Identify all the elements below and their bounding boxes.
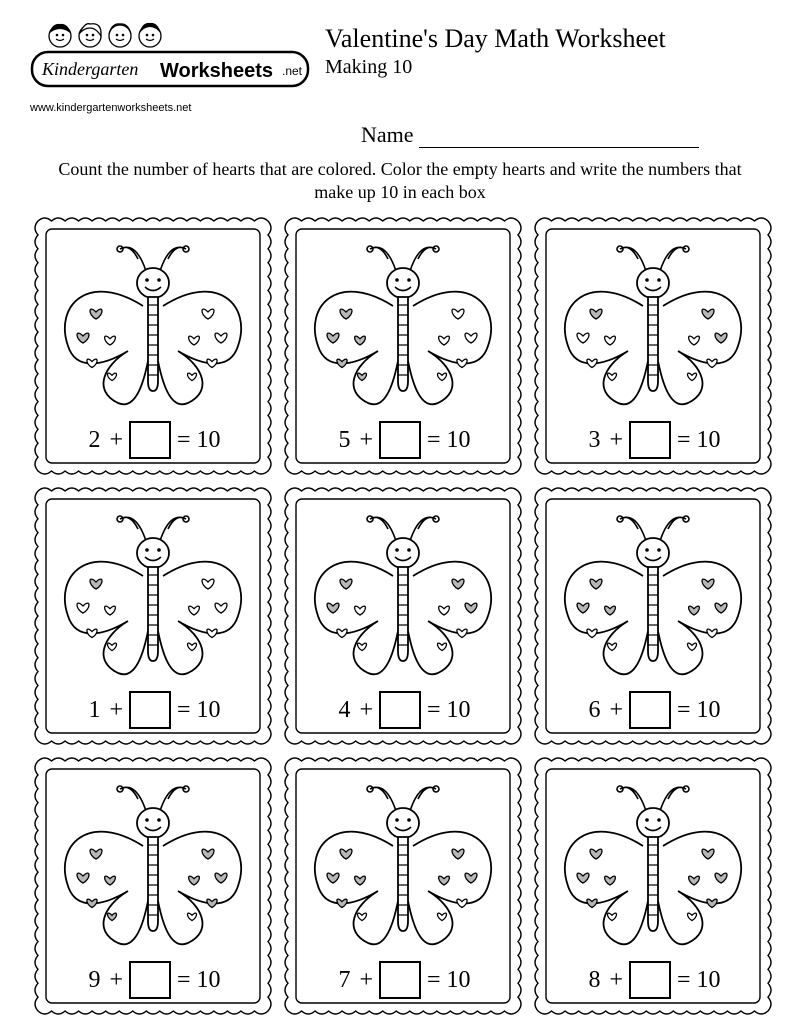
equation: 1 + = 10 xyxy=(34,691,272,729)
site-logo: Kindergarten Worksheets .net xyxy=(30,20,310,95)
equation-result: 10 xyxy=(697,427,721,454)
equation: 2 + = 10 xyxy=(34,421,272,459)
equation-plus: + xyxy=(359,427,373,454)
equation-equals: = xyxy=(177,967,191,994)
worksheet-subtitle: Making 10 xyxy=(325,56,770,79)
title-block: Valentine's Day Math Worksheet Making 10 xyxy=(325,20,770,114)
equation-result: 10 xyxy=(197,427,221,454)
equation: 5 + = 10 xyxy=(284,421,522,459)
answer-box[interactable] xyxy=(379,961,421,999)
logo-text-1: Kindergarten xyxy=(41,59,138,79)
worksheet-title: Valentine's Day Math Worksheet xyxy=(325,24,770,54)
logo-block: Kindergarten Worksheets .net www.kinderg… xyxy=(30,20,310,114)
equation: 3 + = 10 xyxy=(534,421,772,459)
problem-cell: 1 + = 10 xyxy=(34,487,272,745)
equation-equals: = xyxy=(427,427,441,454)
equation-plus: + xyxy=(359,967,373,994)
equation-plus: + xyxy=(109,697,123,724)
answer-box[interactable] xyxy=(629,691,671,729)
equation: 6 + = 10 xyxy=(534,691,772,729)
equation-given: 1 xyxy=(85,697,103,724)
butterfly-icon xyxy=(548,231,758,421)
butterfly-icon xyxy=(298,771,508,961)
equation-given: 7 xyxy=(335,967,353,994)
equation-result: 10 xyxy=(197,967,221,994)
name-input-line[interactable] xyxy=(419,147,699,148)
problem-cell: 2 + = 10 xyxy=(34,217,272,475)
butterfly-icon xyxy=(48,501,258,691)
equation-equals: = xyxy=(427,697,441,724)
equation-plus: + xyxy=(609,967,623,994)
equation-given: 2 xyxy=(85,427,103,454)
problem-cell: 7 + = 10 xyxy=(284,757,522,1015)
equation: 7 + = 10 xyxy=(284,961,522,999)
equation-plus: + xyxy=(359,697,373,724)
logo-text-2: Worksheets xyxy=(160,60,273,82)
equation-result: 10 xyxy=(447,697,471,724)
equation-result: 10 xyxy=(697,697,721,724)
equation-given: 6 xyxy=(585,697,603,724)
problems-grid: 2 + = 10 xyxy=(30,217,770,1015)
equation-equals: = xyxy=(427,967,441,994)
equation-equals: = xyxy=(677,697,691,724)
butterfly-icon xyxy=(548,501,758,691)
equation-plus: + xyxy=(609,697,623,724)
equation-equals: = xyxy=(677,967,691,994)
logo-text-3: .net xyxy=(282,64,303,78)
answer-box[interactable] xyxy=(129,961,171,999)
equation: 8 + = 10 xyxy=(534,961,772,999)
butterfly-icon xyxy=(48,231,258,421)
equation-equals: = xyxy=(677,427,691,454)
answer-box[interactable] xyxy=(129,691,171,729)
equation-equals: = xyxy=(177,697,191,724)
instructions-text: Count the number of hearts that are colo… xyxy=(40,158,760,203)
equation-result: 10 xyxy=(447,967,471,994)
problem-cell: 6 + = 10 xyxy=(534,487,772,745)
equation-given: 5 xyxy=(335,427,353,454)
butterfly-icon xyxy=(548,771,758,961)
equation-plus: + xyxy=(109,967,123,994)
equation-given: 3 xyxy=(585,427,603,454)
name-label: Name xyxy=(361,122,414,147)
equation-given: 9 xyxy=(85,967,103,994)
equation-plus: + xyxy=(609,427,623,454)
equation-equals: = xyxy=(177,427,191,454)
problem-cell: 4 + = 10 xyxy=(284,487,522,745)
equation-given: 8 xyxy=(585,967,603,994)
answer-box[interactable] xyxy=(379,691,421,729)
equation-result: 10 xyxy=(447,427,471,454)
problem-cell: 5 + = 10 xyxy=(284,217,522,475)
equation-given: 4 xyxy=(335,697,353,724)
answer-box[interactable] xyxy=(629,961,671,999)
equation: 9 + = 10 xyxy=(34,961,272,999)
problem-cell: 8 + = 10 xyxy=(534,757,772,1015)
answer-box[interactable] xyxy=(129,421,171,459)
equation-plus: + xyxy=(109,427,123,454)
problem-cell: 3 + = 10 xyxy=(534,217,772,475)
butterfly-icon xyxy=(298,231,508,421)
name-row: Name xyxy=(30,122,770,148)
problem-cell: 9 + = 10 xyxy=(34,757,272,1015)
equation-result: 10 xyxy=(697,967,721,994)
butterfly-icon xyxy=(48,771,258,961)
answer-box[interactable] xyxy=(379,421,421,459)
equation-result: 10 xyxy=(197,697,221,724)
site-url: www.kindergartenworksheets.net xyxy=(30,102,310,114)
worksheet-header: Kindergarten Worksheets .net www.kinderg… xyxy=(30,20,770,114)
equation: 4 + = 10 xyxy=(284,691,522,729)
butterfly-icon xyxy=(298,501,508,691)
answer-box[interactable] xyxy=(629,421,671,459)
